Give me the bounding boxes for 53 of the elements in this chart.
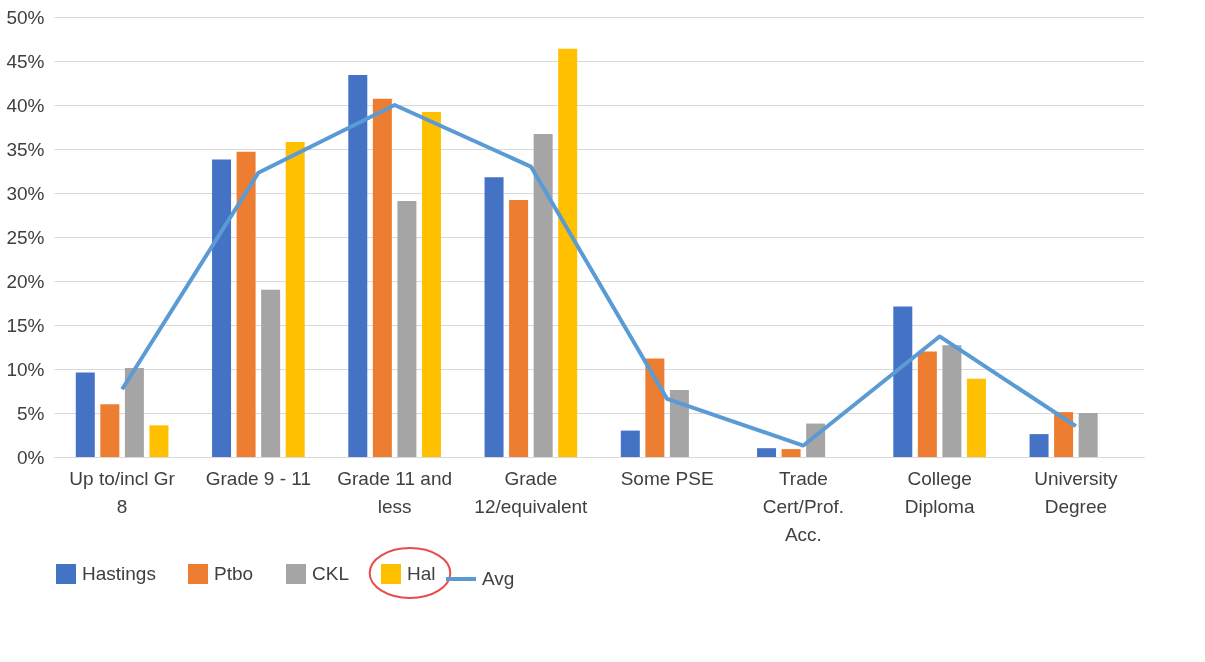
y-tick-label: 5% [17,402,45,424]
y-tick-label: 15% [6,314,45,336]
bar [1054,412,1074,457]
x-tick-label: Grade 12/equivalent [474,467,589,517]
bar [645,358,665,457]
bar [558,48,578,457]
y-tick-label: 40% [6,94,45,116]
bar [757,448,777,457]
y-tick-label: 25% [6,226,45,248]
bar [372,98,392,457]
bar [484,177,504,457]
legend-label: Hal [407,563,436,584]
bar [781,449,801,457]
bar [100,404,120,457]
bar [669,390,689,457]
legend-label: Avg [482,568,515,589]
bar [348,75,368,457]
y-tick-label: 50% [6,6,45,28]
x-tick-label: University Degree [1034,467,1119,517]
bar [397,200,417,457]
bar [966,378,986,457]
x-tick-label: Grade 9 - 11 [205,467,312,489]
legend-label: Ptbo [214,563,254,584]
legend-label: CKL [312,563,349,584]
bar [942,345,962,457]
bar [917,351,937,457]
y-tick-label: 0% [17,446,45,468]
bar [509,200,529,457]
bar [893,306,913,457]
bar [236,151,256,457]
y-tick-label: 30% [6,182,45,204]
y-tick-label: 10% [6,358,45,380]
line-series [120,103,1078,448]
bar [1029,434,1049,457]
bar [75,372,95,457]
bar [1078,413,1098,457]
bar [533,134,553,457]
x-tick-label: Up to/incl Gr 8 [69,467,176,517]
x-tick-label: College Diploma [904,467,975,517]
bar [261,289,281,457]
bar [421,112,441,457]
legend-label: Hastings [82,563,156,584]
x-tick-label: Trade Cert/Prof. Acc. [762,467,845,545]
bar [285,141,305,457]
y-tick-label: 20% [6,270,45,292]
y-tick-label: 35% [6,138,45,160]
bar [212,159,232,457]
bar [149,425,169,457]
x-tick-label: Grade 11 and less [337,467,453,517]
bar [620,430,640,457]
bar [124,368,144,457]
y-tick-label: 45% [6,50,45,72]
x-tick-label: Some PSE [620,467,714,489]
